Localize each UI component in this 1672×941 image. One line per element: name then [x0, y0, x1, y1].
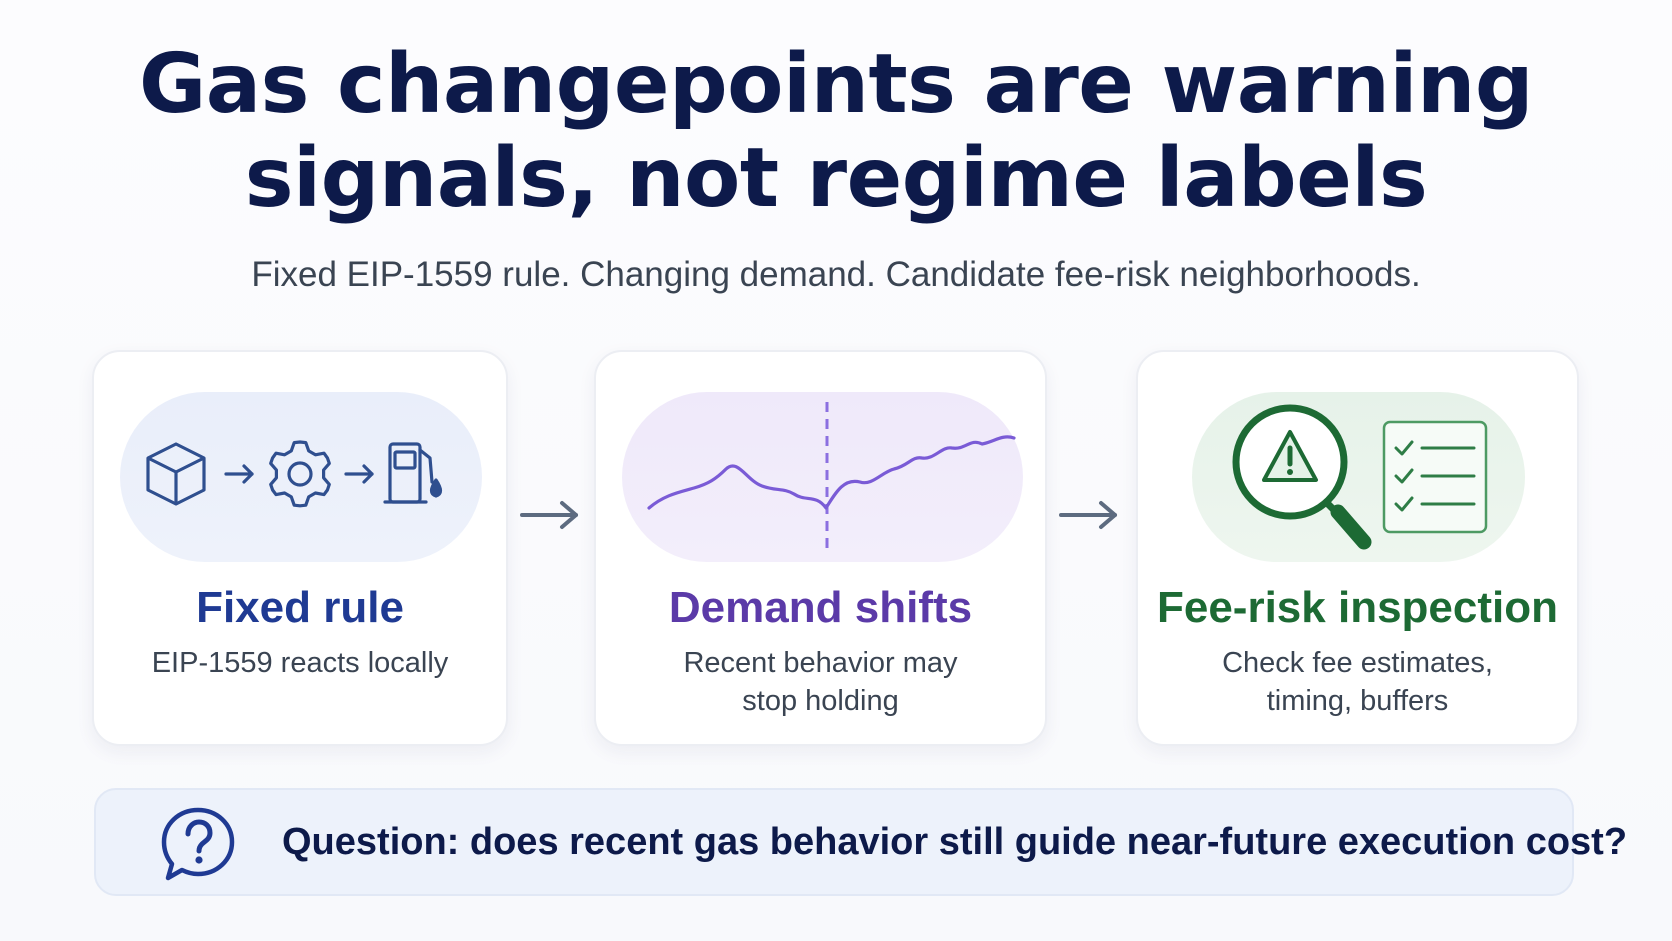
page-title: Gas changepoints are warning signals, no… — [0, 38, 1672, 226]
question-text: Question: does recent gas behavior still… — [282, 821, 1628, 863]
card-demand-shifts-title: Demand shifts — [668, 583, 973, 632]
page-title-line-1: Gas changepoints are warning — [138, 37, 1534, 132]
question-bubble-icon — [161, 807, 235, 881]
arrow-right-icon — [224, 464, 254, 484]
fixed-rule-icons — [146, 440, 443, 508]
demand-line — [647, 435, 1016, 510]
card-fixed-rule-title: Fixed rule — [196, 583, 404, 632]
card-fixed-rule-illustration — [120, 392, 482, 562]
fee-risk-icons — [1232, 404, 1488, 550]
card-fee-risk-title: Fee-risk inspection — [1156, 583, 1558, 632]
card-fixed-rule: Fixed rule EIP-1559 reacts locally — [92, 350, 508, 746]
card-demand-shifts-description-line-1: Recent behavior may — [683, 647, 958, 679]
question-banner: Question: does recent gas behavior still… — [94, 788, 1627, 896]
card-demand-shifts-description-line-2: stop holding — [742, 685, 899, 717]
card-fee-risk-inspection: Fee-risk inspection Check fee estimates,… — [1136, 350, 1579, 746]
card-demand-shifts: Demand shifts Recent behavior may stop h… — [594, 350, 1047, 746]
card-demand-shifts-illustration — [622, 392, 1023, 562]
magnifier-warning-icon — [1232, 404, 1372, 550]
demand-line-chart-icon — [647, 402, 1016, 552]
cube-icon — [146, 442, 206, 506]
card-fee-risk-illustration — [1192, 392, 1525, 562]
card-fee-risk-description-line-1: Check fee estimates, — [1222, 647, 1493, 679]
page-subtitle: Fixed EIP-1559 rule. Changing demand. Ca… — [251, 255, 1421, 294]
arrow-right-icon — [344, 464, 374, 484]
flow-arrow-1-icon — [520, 501, 578, 529]
fuel-pump-icon — [383, 442, 443, 504]
card-fixed-rule-description-line: EIP-1559 reacts locally — [151, 647, 449, 679]
checklist-icon — [1382, 420, 1488, 534]
gear-icon — [269, 440, 331, 508]
card-demand-shifts-description: Recent behavior may stop holding — [596, 644, 1045, 720]
flow-arrow-2-icon — [1059, 501, 1117, 529]
page-title-line-2: signals, not regime labels — [244, 131, 1428, 226]
card-fixed-rule-description: EIP-1559 reacts locally — [94, 644, 506, 682]
card-fee-risk-description-line-2: timing, buffers — [1266, 685, 1449, 717]
card-fee-risk-description: Check fee estimates, timing, buffers — [1138, 644, 1577, 720]
